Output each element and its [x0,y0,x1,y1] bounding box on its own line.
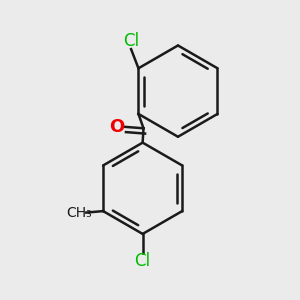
Text: CH₃: CH₃ [67,206,92,220]
Text: Cl: Cl [135,252,151,270]
Text: Cl: Cl [123,32,139,50]
Text: O: O [110,118,124,136]
